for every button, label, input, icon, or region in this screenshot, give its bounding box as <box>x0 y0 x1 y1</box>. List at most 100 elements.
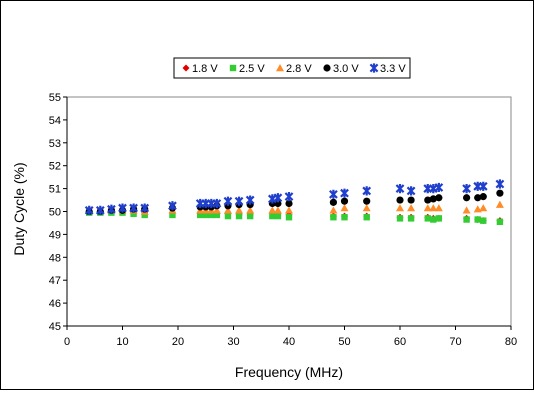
legend-label: 3.0 V <box>333 63 359 75</box>
x-tick-label: 20 <box>172 336 184 348</box>
data-point <box>407 204 416 212</box>
data-point <box>224 212 232 220</box>
y-tick-label: 49 <box>49 229 61 241</box>
data-point <box>496 189 504 197</box>
data-point <box>462 184 471 194</box>
data-point <box>396 204 404 212</box>
data-point <box>329 206 338 214</box>
legend-marker <box>369 63 379 73</box>
data-point <box>273 193 283 203</box>
data-point <box>130 210 137 217</box>
data-point <box>463 216 470 223</box>
data-point <box>495 179 505 189</box>
data-point <box>285 214 293 221</box>
data-point <box>84 205 94 215</box>
data-point <box>169 211 176 219</box>
data-point <box>212 206 221 214</box>
y-tick-label: 54 <box>49 115 61 127</box>
y-tick-label: 46 <box>49 298 61 310</box>
data-point <box>246 206 255 214</box>
data-point <box>435 215 443 222</box>
data-point <box>430 216 437 223</box>
y-tick-label: 52 <box>49 161 61 173</box>
legend-marker <box>229 64 237 72</box>
data-point <box>223 206 232 214</box>
data-point <box>234 196 244 206</box>
y-tick-label: 50 <box>49 207 61 219</box>
y-tick-label: 45 <box>49 321 61 333</box>
data-point <box>284 192 294 202</box>
x-tick-label: 0 <box>64 336 70 348</box>
data-point <box>429 204 438 212</box>
data-point <box>197 211 204 219</box>
legend-label: 1.8 V <box>192 63 218 75</box>
data-point <box>95 205 105 215</box>
data-point <box>407 196 415 204</box>
x-tick-label: 50 <box>338 336 350 348</box>
data-point <box>268 206 277 214</box>
series-3-3-v <box>84 179 505 215</box>
data-point <box>285 206 293 214</box>
data-point <box>245 195 255 205</box>
data-point <box>341 214 348 221</box>
x-tick-label: 10 <box>116 336 128 348</box>
data-point <box>396 215 404 222</box>
data-point <box>340 204 349 212</box>
data-point <box>496 218 504 226</box>
data-point <box>329 198 337 206</box>
data-point <box>330 214 337 221</box>
data-point <box>424 215 431 222</box>
data-point <box>269 212 276 220</box>
x-tick-label: 80 <box>505 336 517 348</box>
data-point <box>434 182 444 193</box>
data-point <box>213 211 221 219</box>
data-point <box>212 198 222 209</box>
data-point <box>435 194 443 202</box>
x-tick-label: 40 <box>283 336 295 348</box>
data-point <box>273 206 282 214</box>
data-point <box>274 212 282 220</box>
data-point <box>235 212 243 220</box>
legend-label: 2.5 V <box>239 63 265 75</box>
data-point <box>107 204 116 214</box>
data-point <box>140 203 150 213</box>
data-point <box>129 203 138 213</box>
data-point <box>480 217 487 224</box>
data-point <box>118 203 127 213</box>
data-point <box>141 211 148 219</box>
data-point <box>474 194 482 202</box>
y-tick-label: 55 <box>49 92 61 104</box>
data-point <box>363 197 371 205</box>
data-point <box>424 196 432 204</box>
data-point <box>285 199 293 208</box>
y-axis-label: Duty Cycle (%) <box>11 162 27 255</box>
x-tick-label: 70 <box>449 336 461 348</box>
data-point <box>246 212 254 220</box>
data-point <box>479 204 488 212</box>
data-point <box>340 197 349 205</box>
data-point <box>474 216 481 223</box>
y-tick-label: 53 <box>49 138 61 150</box>
data-point <box>462 206 471 214</box>
data-point <box>396 196 404 204</box>
data-point <box>340 188 349 198</box>
data-point <box>202 211 209 219</box>
data-point <box>495 200 504 208</box>
data-point <box>208 211 215 219</box>
legend-label: 2.8 V <box>286 63 312 75</box>
axes: 45 46 47 48 49 50 51 52 53 54 55 0 10 20 30 40 50 60 70 80 <box>49 92 517 348</box>
data-point <box>363 214 370 221</box>
data-point <box>395 184 405 194</box>
y-tick-label: 51 <box>49 184 61 196</box>
data-point <box>429 195 437 203</box>
data-point <box>223 196 233 206</box>
legend-label: 3.3 V <box>380 63 406 75</box>
data-point <box>407 215 415 222</box>
legend: 1.8 V 2.5 V 2.8 V 3.0 V 3.3 V <box>173 57 411 79</box>
data-point <box>168 201 177 211</box>
x-tick-label: 30 <box>227 336 239 348</box>
data-point <box>479 193 487 201</box>
x-tick-label: 60 <box>394 336 406 348</box>
